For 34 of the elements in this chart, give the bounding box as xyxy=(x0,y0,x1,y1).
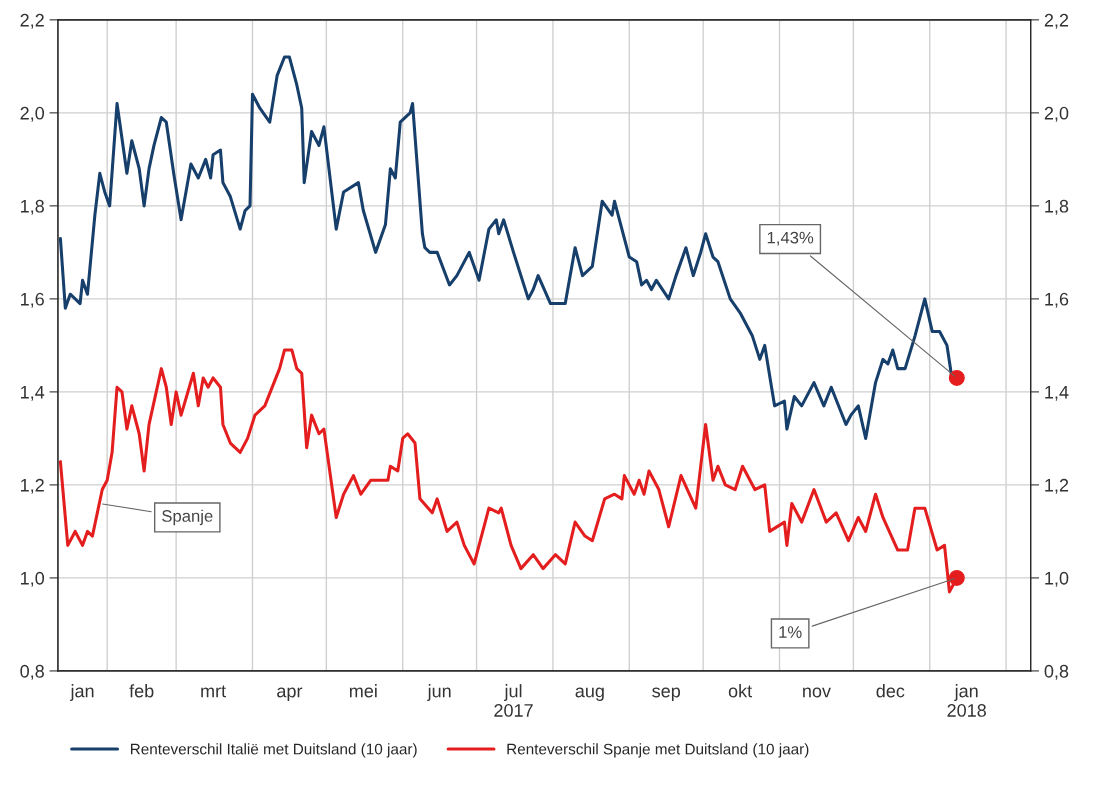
y-tick-label: 1,6 xyxy=(21,292,44,308)
annotation: 1% xyxy=(779,626,802,638)
legend-label: Renteverschil Italië met Duitsland (10 jaar) xyxy=(130,743,417,758)
x-tick-label: apr xyxy=(277,687,303,701)
y2-tick-label: 1,0 xyxy=(1045,571,1069,587)
y-tick-label: 2,2 xyxy=(20,13,44,29)
x-tick-label: jan xyxy=(70,684,94,701)
x-tick-label: mei xyxy=(349,684,377,698)
y2-tick-label: 2,0 xyxy=(1044,106,1069,122)
y-tick-label: 1,8 xyxy=(21,199,44,215)
y2-tick-label: 1,6 xyxy=(1045,292,1069,308)
y-tick-label: 2,0 xyxy=(20,106,45,122)
y2-tick-label: 1,4 xyxy=(1045,386,1069,401)
x-tick-label: sep xyxy=(652,687,681,701)
y2-tick-label: 0,8 xyxy=(1044,664,1069,680)
y-tick-label: 0,8 xyxy=(20,664,44,680)
x-tick-label: jan 2018 xyxy=(947,684,986,717)
annotation: Spanje xyxy=(162,509,213,526)
annotation: 1,43% xyxy=(767,231,814,246)
y-tick-label: 1,0 xyxy=(21,571,45,587)
x-tick-label: feb xyxy=(129,684,154,698)
x-tick-label: dec xyxy=(876,684,905,698)
x-tick-label: nov xyxy=(803,687,831,698)
x-tick-label: aug xyxy=(575,687,604,701)
x-tick-label: okt xyxy=(728,684,753,698)
x-tick-label: jun xyxy=(427,684,451,701)
legend-label: Renteverschil Spanje met Duitsland (10 jaar) xyxy=(507,743,809,758)
x-tick-label: jul 2017 xyxy=(494,684,533,717)
x-tick-label: mrt xyxy=(201,685,226,698)
y-tick-label: 1,4 xyxy=(21,386,45,401)
y2-tick-label: 1,2 xyxy=(1045,478,1069,494)
y2-tick-label: 1,8 xyxy=(1045,199,1069,215)
y2-tick-label: 2,2 xyxy=(1044,13,1069,29)
y-tick-label: 1,2 xyxy=(21,478,44,494)
